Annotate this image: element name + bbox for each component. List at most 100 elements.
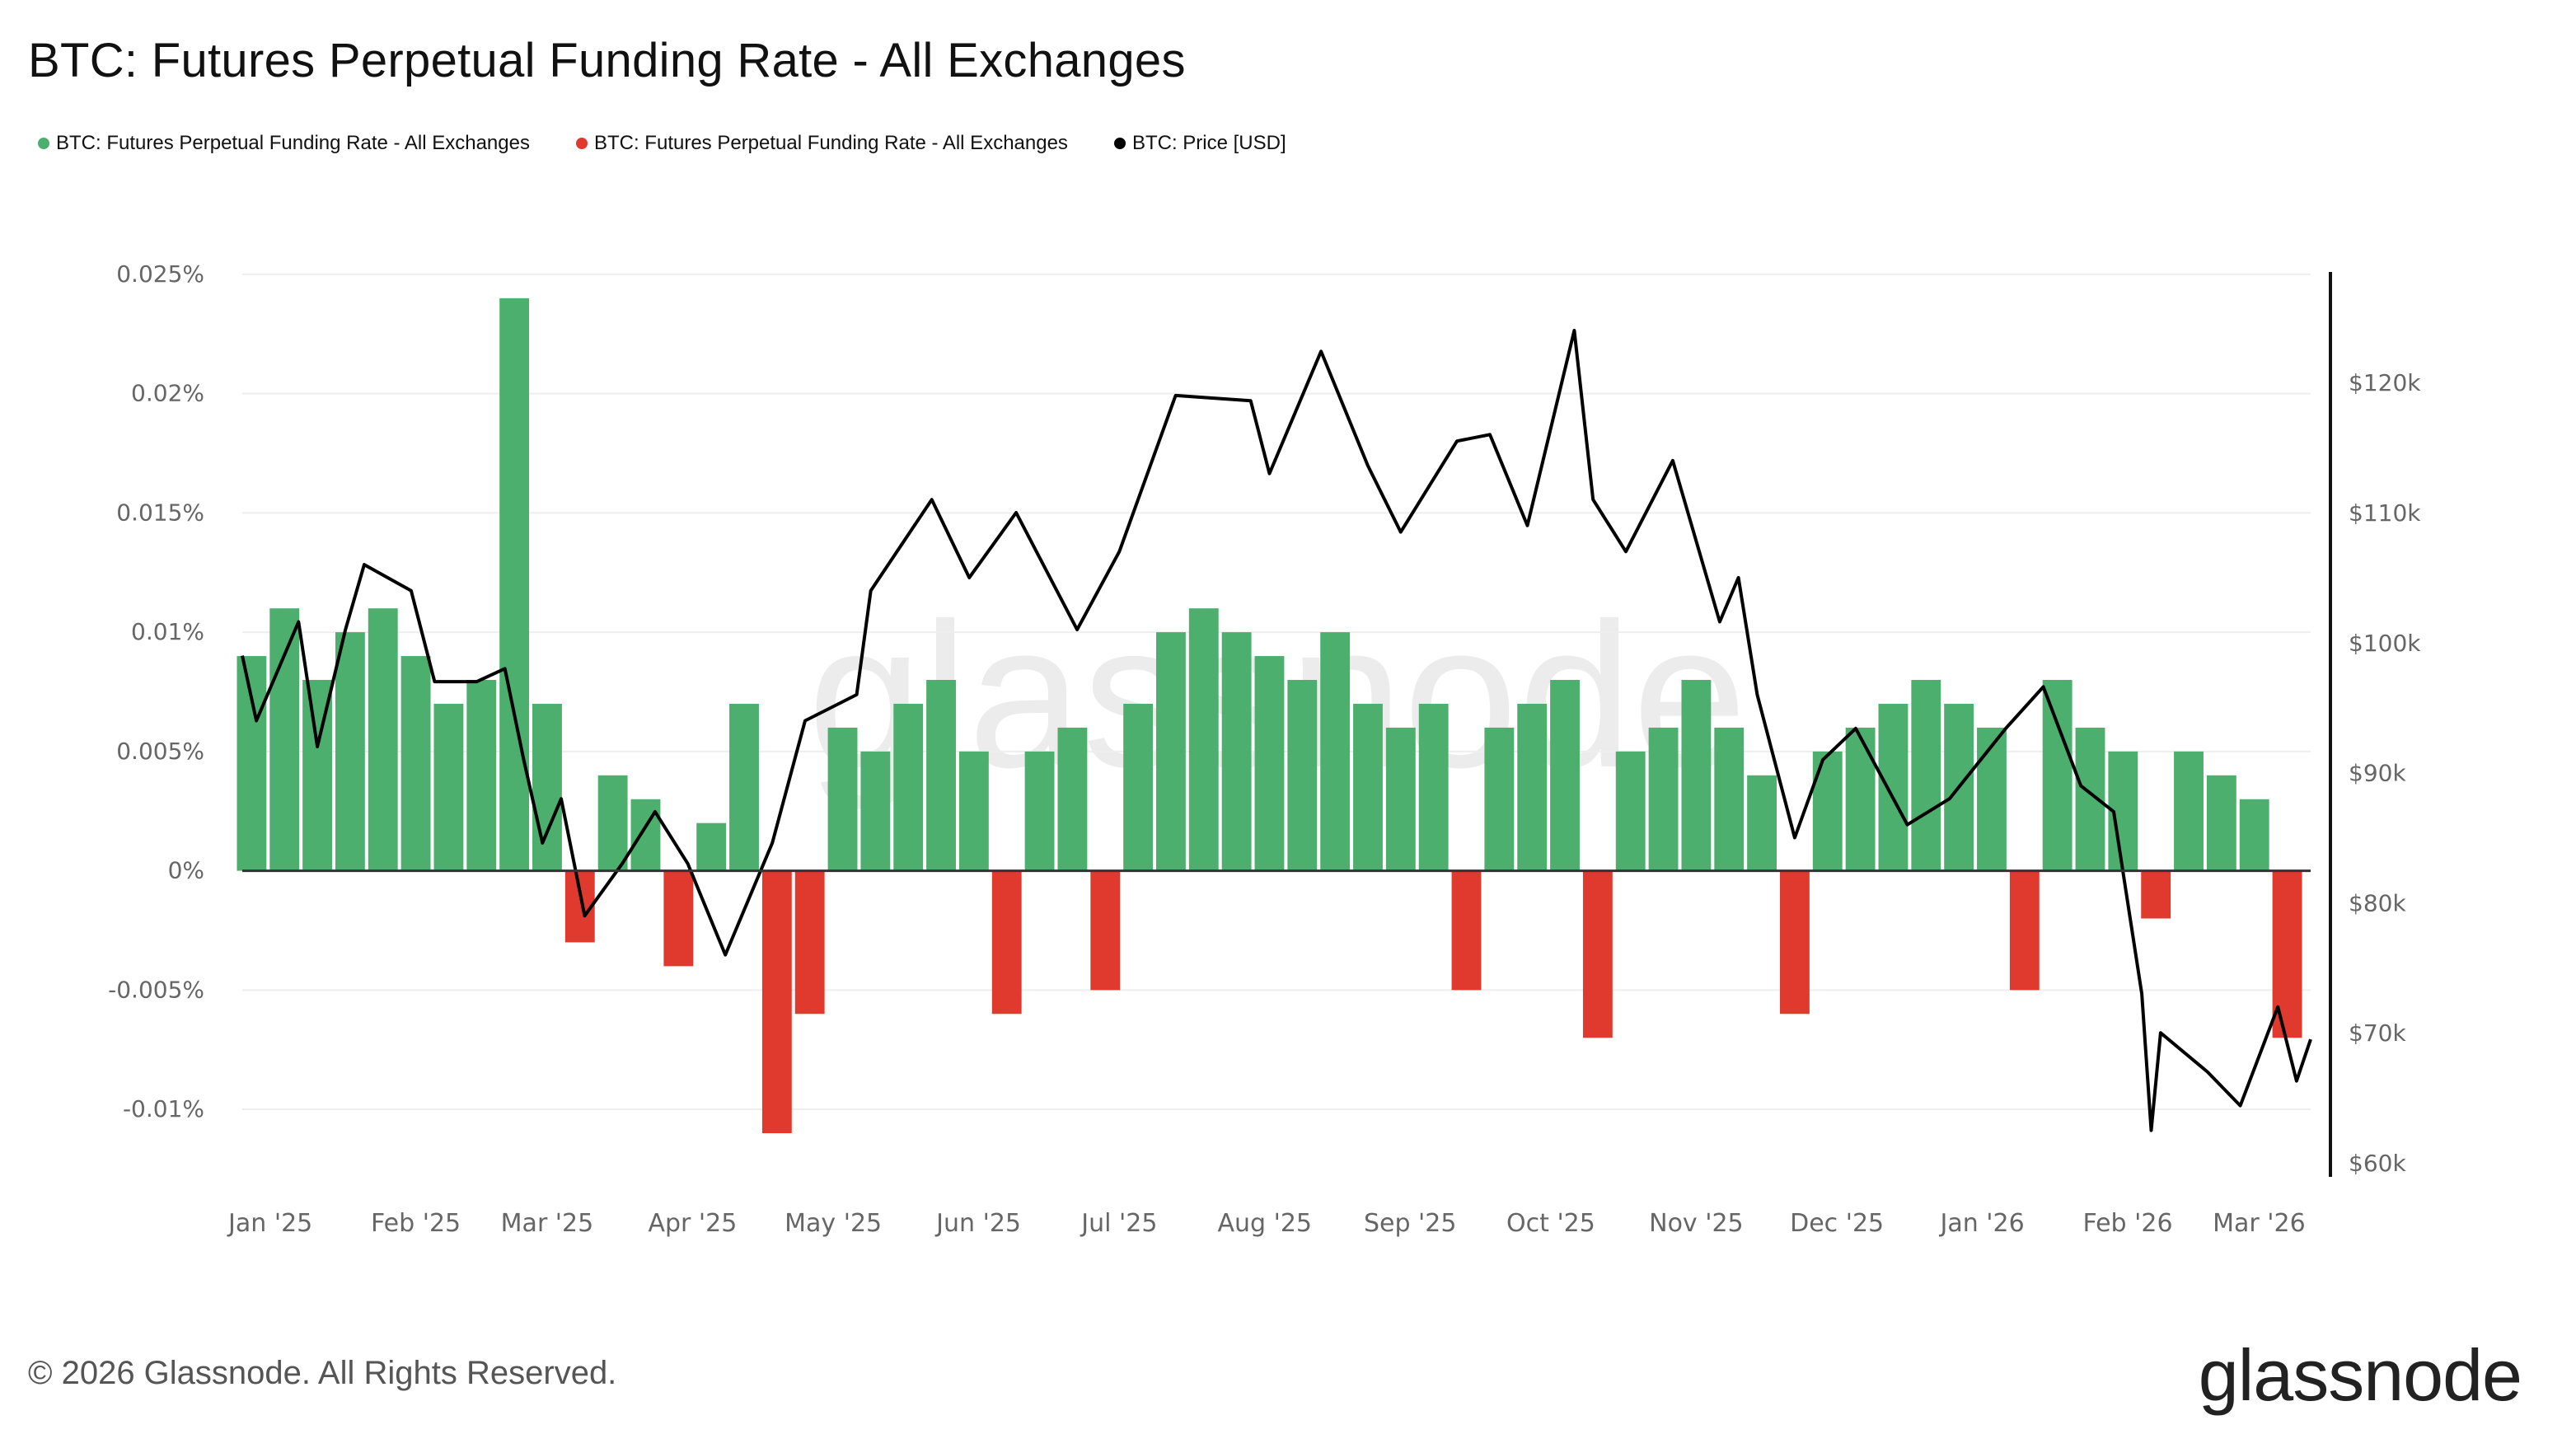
funding-bar-positive: [1287, 680, 1318, 871]
funding-bar-positive: [1353, 703, 1383, 871]
funding-bar-positive: [1911, 680, 1941, 871]
chart-title: BTC: Futures Perpetual Funding Rate - Al…: [28, 34, 1186, 87]
funding-bar-positive: [1648, 727, 1679, 871]
funding-bar-positive: [2075, 727, 2105, 871]
funding-bar-positive: [1024, 751, 1055, 871]
x-tick-label: Jul '25: [1080, 1209, 1157, 1238]
funding-bar-positive: [1221, 632, 1252, 871]
funding-bar-positive: [1385, 727, 1416, 871]
price-line: [241, 329, 2312, 1132]
x-tick-label: Jan '25: [227, 1209, 312, 1238]
y-left-tick-label: -0.01%: [123, 1095, 204, 1122]
funding-bar-positive: [400, 656, 431, 871]
funding-bar-positive: [860, 751, 891, 871]
x-tick-label: Sep '25: [1364, 1209, 1457, 1238]
legend-item-funding-positive[interactable]: BTC: Futures Perpetual Funding Rate - Al…: [38, 132, 530, 155]
funding-bar-negative: [794, 870, 825, 1015]
funding-bar-positive: [1845, 727, 1876, 871]
funding-bar-negative: [2009, 870, 2040, 991]
x-tick-label: Feb '26: [2082, 1209, 2172, 1238]
glassnode-logo[interactable]: glassnode: [2198, 1334, 2522, 1416]
legend: BTC: Futures Perpetual Funding Rate - Al…: [38, 132, 1286, 155]
funding-bar-positive: [433, 703, 464, 871]
funding-bar-negative: [1582, 870, 1613, 1038]
funding-bar-positive: [1188, 608, 1219, 871]
x-tick-label: Oct '25: [1506, 1209, 1595, 1238]
legend-label: BTC: Price [USD]: [1131, 132, 1286, 154]
x-tick-label: Aug '25: [1217, 1209, 1312, 1238]
x-tick-label: May '25: [785, 1209, 882, 1238]
legend-dot-red: [575, 138, 588, 149]
funding-bar-positive: [1977, 727, 2007, 871]
funding-bar-positive: [335, 632, 365, 871]
y-right-tick-label: $110k: [2349, 499, 2421, 527]
funding-bar-positive: [1254, 656, 1285, 871]
y-right-tick-label: $70k: [2349, 1019, 2406, 1047]
funding-bar-positive: [958, 751, 989, 871]
funding-bar-negative: [1451, 870, 1482, 991]
legend-label: BTC: Futures Perpetual Funding Rate - Al…: [593, 132, 1068, 154]
copyright: © 2026 Glassnode. All Rights Reserved.: [28, 1355, 617, 1391]
legend-dot-green: [38, 138, 49, 149]
funding-bar-positive: [1320, 632, 1351, 871]
x-tick-label: Nov '25: [1649, 1209, 1744, 1238]
y-left-tick-label: 0.015%: [116, 499, 204, 526]
legend-item-price[interactable]: BTC: Price [USD]: [1113, 132, 1286, 155]
y-right-tick-label: $100k: [2349, 630, 2421, 657]
funding-bar-positive: [466, 680, 497, 871]
x-tick-label: Mar '25: [501, 1209, 594, 1238]
funding-bar-positive: [2206, 775, 2236, 871]
funding-bar-positive: [1156, 632, 1186, 871]
y-right-tick-label: $60k: [2349, 1150, 2406, 1177]
x-tick-label: Mar '26: [2213, 1209, 2306, 1238]
y-right-tick-label: $90k: [2349, 760, 2406, 787]
funding-bar-positive: [1615, 751, 1646, 871]
funding-bars: [237, 298, 2302, 1133]
funding-bar-negative: [663, 870, 694, 967]
funding-bar-positive: [827, 727, 858, 871]
funding-bar-positive: [893, 703, 924, 871]
funding-bar-positive: [1550, 680, 1580, 871]
funding-bar-positive: [926, 680, 956, 871]
y-left-tick-label: 0.02%: [131, 380, 204, 407]
funding-bar-positive: [1747, 775, 1777, 871]
funding-bar-negative: [2141, 870, 2171, 919]
x-tick-label: Jan '26: [1938, 1209, 2024, 1238]
funding-bar-negative: [1779, 870, 1810, 1015]
funding-bar-positive: [1878, 703, 1909, 871]
x-tick-label: Feb '25: [371, 1209, 461, 1238]
funding-bar-positive: [532, 703, 562, 871]
funding-bar-positive: [269, 608, 300, 871]
funding-bar-positive: [2239, 799, 2269, 871]
y-left-tick-label: 0.025%: [116, 260, 204, 288]
funding-bar-positive: [1714, 727, 1745, 871]
y-left-tick-label: 0%: [168, 857, 204, 884]
funding-bar-positive: [597, 775, 628, 871]
funding-bar-positive: [1057, 727, 1088, 871]
y-right-tick-label: $80k: [2349, 889, 2406, 916]
y-left-tick-label: 0.01%: [131, 618, 204, 645]
funding-bar-negative: [761, 870, 792, 1133]
funding-bar-positive: [1123, 703, 1154, 871]
axes: 0.025% 0.02% 0.015% 0.01% 0.005% 0% -0.005% -0.…: [108, 260, 2421, 1238]
legend-dot-black: [1113, 138, 1126, 149]
funding-bar-positive: [499, 298, 530, 871]
legend-item-funding-negative[interactable]: BTC: Futures Perpetual Funding Rate - Al…: [575, 132, 1068, 155]
funding-bar-positive: [630, 799, 661, 871]
funding-bar-positive: [2042, 680, 2073, 871]
y-right-tick-label: $120k: [2349, 369, 2421, 396]
legend-label: BTC: Futures Perpetual Funding Rate - Al…: [56, 132, 530, 154]
x-tick-label: Jun '25: [934, 1209, 1021, 1238]
funding-bar-positive: [368, 608, 398, 871]
funding-bar-positive: [1484, 727, 1515, 871]
funding-bar-positive: [1517, 703, 1548, 871]
funding-bar-positive: [1812, 751, 1843, 871]
btc-price-line: [241, 329, 2312, 1132]
y-left-tick-label: 0.005%: [116, 738, 204, 765]
funding-bar-positive: [1681, 680, 1712, 871]
funding-bar-negative: [1090, 870, 1121, 991]
x-tick-label: Apr '25: [648, 1209, 737, 1238]
funding-bar-positive: [2174, 751, 2204, 871]
y-left-tick-label: -0.005%: [108, 976, 204, 1003]
